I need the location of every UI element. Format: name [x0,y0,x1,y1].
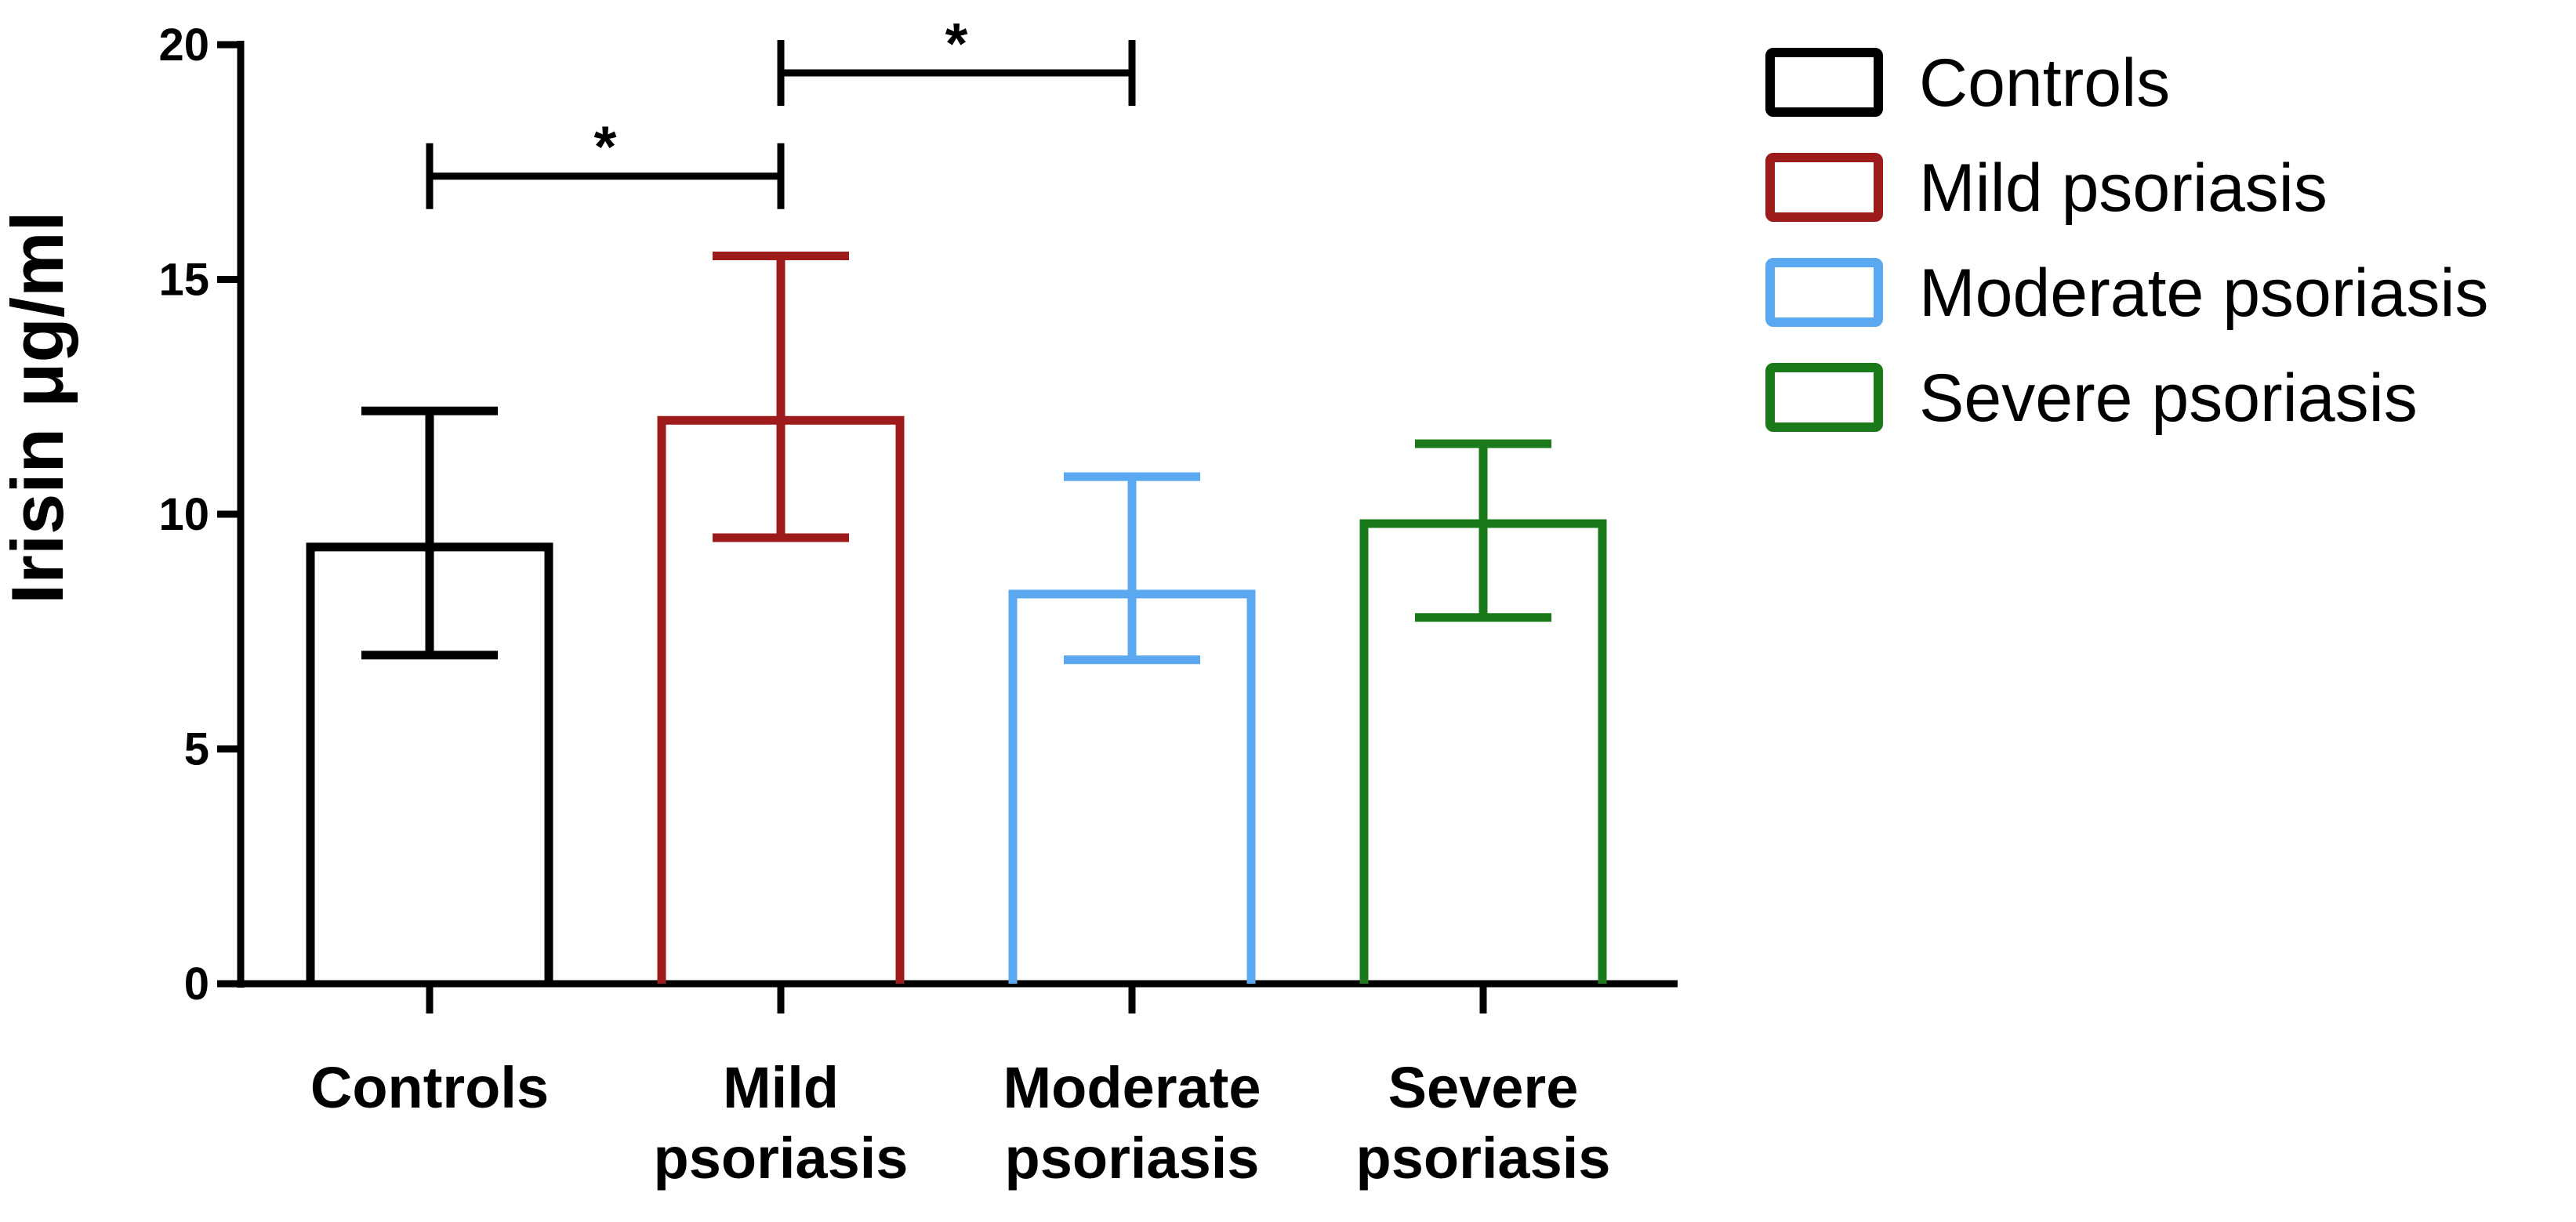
y-tick-label: 15 [158,255,209,306]
legend-label: Severe psoriasis [1919,361,2418,436]
y-labels-group: 0 5 10 15 20 [158,20,209,1010]
y-tick-label: 5 [184,724,209,775]
x-category-label: Mild psoriasis [654,1055,909,1191]
significance-label: * [594,114,617,179]
x-category-label: Controls [310,1055,549,1120]
x-category-label: Moderate psoriasis [1003,1055,1261,1191]
x-category-label-line: Severe [1388,1055,1579,1120]
bars-group [306,415,1607,984]
significance-label: * [945,11,968,76]
legend-label: Mild psoriasis [1919,150,2327,226]
x-category-label-line: psoriasis [1005,1126,1260,1191]
x-category-label-line: Moderate [1003,1055,1261,1120]
legend: Controls Mild psoriasis Moderate psoriasis… [1765,45,2489,436]
legend-swatch [1765,258,1883,327]
x-category-label-line: psoriasis [654,1126,909,1191]
x-category-label-line: Controls [310,1055,549,1120]
x-category-label-line: Mild [723,1055,839,1120]
axes-group [217,41,1678,1013]
legend-label: Moderate psoriasis [1919,256,2489,331]
significance-group: ** [426,11,1136,209]
legend-swatch [1765,153,1883,222]
legend-swatch [1765,48,1883,117]
y-tick-label: 20 [158,20,209,71]
error-bars-group [361,252,1551,665]
legend-swatch [1765,363,1883,432]
x-category-label: Severe psoriasis [1356,1055,1611,1191]
y-tick-label: 10 [158,489,209,540]
x-category-label-line: psoriasis [1356,1126,1611,1191]
legend-label: Controls [1919,45,2170,121]
y-tick-label: 0 [184,959,209,1010]
y-axis-title: Irisin μg/ml [0,211,78,604]
